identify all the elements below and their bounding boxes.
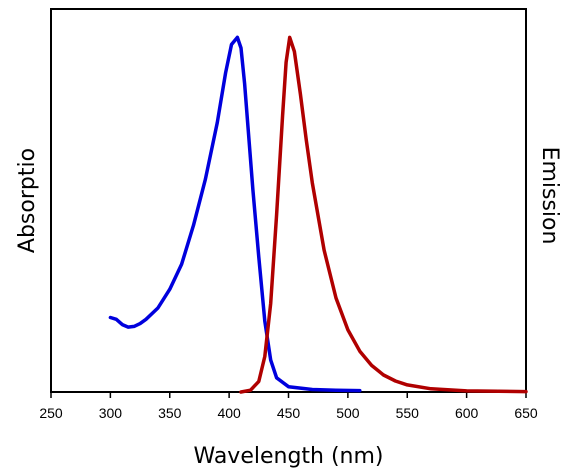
x-tick-label: 550 <box>396 405 420 421</box>
series-layer <box>108 35 528 394</box>
x-tick-label: 450 <box>277 405 301 421</box>
emission-curve <box>239 35 528 394</box>
absorption-curve <box>108 35 362 393</box>
x-tick-label: 400 <box>217 405 241 421</box>
x-tick-label: 650 <box>514 405 538 421</box>
x-tick-label: 600 <box>455 405 479 421</box>
x-tick-label: 250 <box>39 405 63 421</box>
x-tick-label: 350 <box>158 405 182 421</box>
x-axis-title: Wavelength (nm) <box>193 444 383 469</box>
y-axis-right-title: Emission <box>537 147 562 245</box>
x-tick-label: 300 <box>99 405 123 421</box>
plot-frame <box>50 8 527 393</box>
x-tick-label: 500 <box>336 405 360 421</box>
y-axis-left-title: Absorptio <box>15 148 40 253</box>
x-axis-ticks: 250 300 350 400 450 500 550 600 650 <box>39 392 538 421</box>
